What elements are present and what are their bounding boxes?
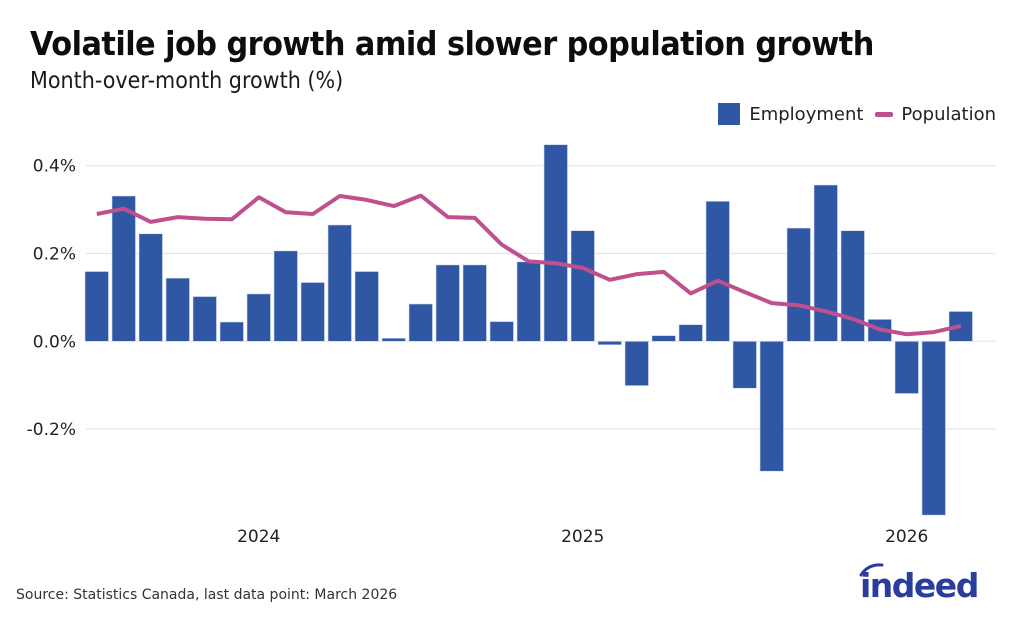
employment-bar xyxy=(570,230,595,342)
legend-item-population: Population xyxy=(863,104,996,125)
source-note: Source: Statistics Canada, last data poi… xyxy=(16,587,398,603)
employment-bar xyxy=(273,250,298,342)
y-tick-label: 0.2% xyxy=(33,245,76,265)
employment-bar xyxy=(300,282,325,342)
legend: Employment Population xyxy=(718,103,996,125)
x-tick-label: 2026 xyxy=(885,527,928,547)
legend-item-employment: Employment xyxy=(718,103,863,125)
employment-bar xyxy=(219,321,244,342)
employment-bar xyxy=(705,200,730,342)
legend-label-employment: Employment xyxy=(749,103,864,125)
employment-bar xyxy=(408,303,433,342)
employment-bar xyxy=(651,335,676,342)
employment-bar xyxy=(111,195,136,342)
employment-bar xyxy=(84,271,109,342)
employment-bar xyxy=(732,340,757,389)
logo-arc-icon xyxy=(859,563,884,577)
employment-bar xyxy=(489,321,514,342)
logo-text: indeed xyxy=(860,566,978,602)
x-tick-label: 2025 xyxy=(561,527,604,547)
employment-bar xyxy=(894,340,919,394)
legend-swatch-population xyxy=(875,111,894,117)
y-axis-ticks: 0.4% 0.2% 0.0% -0.2% xyxy=(27,157,76,440)
chart-subtitle: Month-over-month growth (%) xyxy=(30,68,344,94)
employment-bar xyxy=(327,224,352,342)
employment-bar xyxy=(165,277,190,342)
employment-bars xyxy=(84,144,973,516)
employment-bar xyxy=(624,340,649,386)
x-tick-label: 2024 xyxy=(237,527,280,547)
legend-swatch-employment xyxy=(718,103,741,125)
employment-bar xyxy=(597,340,622,346)
legend-label-population: Population xyxy=(901,103,996,125)
x-axis-ticks: 2024 2025 2026 xyxy=(237,527,928,547)
employment-bar xyxy=(435,264,460,342)
employment-bar xyxy=(138,233,163,342)
indeed-logo: indeed xyxy=(859,563,979,602)
employment-bar xyxy=(381,337,406,342)
employment-bar xyxy=(246,293,271,342)
employment-bar xyxy=(516,261,541,342)
y-tick-label: -0.2% xyxy=(27,420,76,440)
employment-bar xyxy=(786,227,811,342)
employment-bar xyxy=(840,230,865,342)
population-line-layer xyxy=(96,193,962,337)
employment-bar xyxy=(921,340,946,516)
y-tick-label: 0.0% xyxy=(33,332,76,352)
employment-bar xyxy=(462,264,487,342)
employment-bar xyxy=(192,296,217,342)
employment-bar xyxy=(678,324,703,342)
chart-title: Volatile job growth amid slower populati… xyxy=(30,24,874,63)
employment-bar xyxy=(354,271,379,342)
employment-bar xyxy=(543,144,568,342)
employment-bar xyxy=(813,184,838,342)
employment-bar xyxy=(759,340,784,472)
y-tick-label: 0.4% xyxy=(33,157,76,177)
